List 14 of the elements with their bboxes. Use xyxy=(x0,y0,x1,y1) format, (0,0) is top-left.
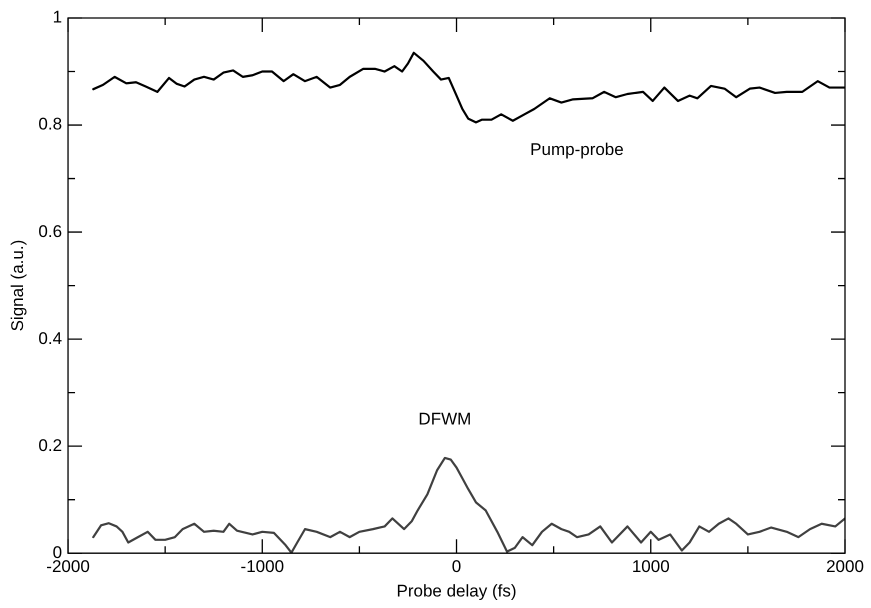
x-tick-label: 2000 xyxy=(826,557,864,576)
y-tick-label: 0.6 xyxy=(38,222,62,241)
y-tick-label: 1 xyxy=(52,8,62,27)
series-label: Pump-probe xyxy=(530,140,624,160)
x-axis-title: Probe delay (fs) xyxy=(396,581,517,600)
y-axis-title: Signal (a.u.) xyxy=(8,240,27,332)
text: DFWM xyxy=(418,410,472,429)
x-tick-label: -1000 xyxy=(240,557,284,576)
y-tick-label: 0.8 xyxy=(38,114,62,134)
y-tick-label: 0.2 xyxy=(38,436,62,455)
x-tick-label: 0 xyxy=(452,557,462,576)
y-tick-label: 0.4 xyxy=(38,328,62,348)
x-tick-label: -2000 xyxy=(46,557,90,576)
x-tick-label: 1000 xyxy=(632,557,670,576)
